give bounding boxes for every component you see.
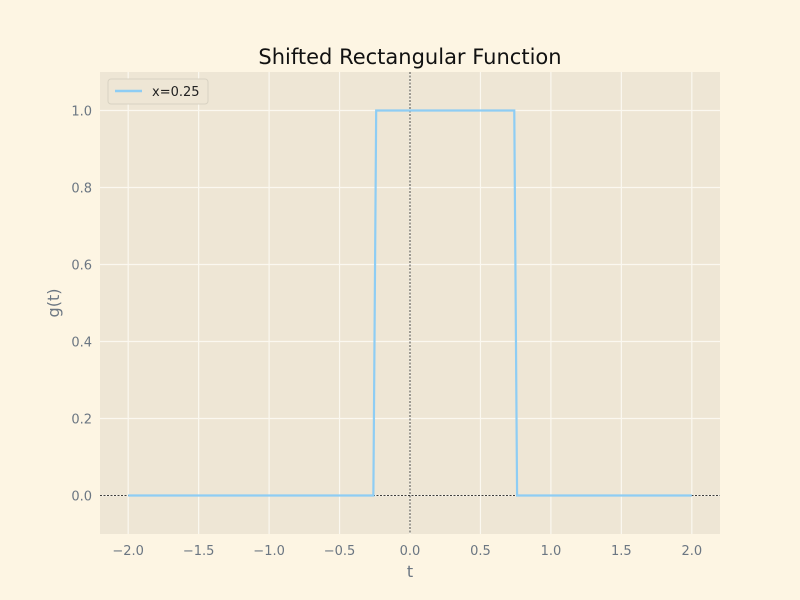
y-tick-label: 0.8: [71, 182, 92, 197]
x-tick-label: −1.5: [183, 544, 215, 559]
x-axis-label: t: [407, 562, 413, 581]
x-tick-label: −1.0: [253, 544, 285, 559]
legend-box: [107, 78, 209, 105]
y-axis-label: g(t): [44, 289, 63, 318]
x-tick-label: 1.5: [611, 544, 632, 559]
x-tick-label: −0.5: [324, 544, 356, 559]
x-tick-label: 0.0: [400, 544, 421, 559]
chart-title: Shifted Rectangular Function: [258, 45, 561, 69]
y-tick-label: 0.6: [71, 259, 92, 274]
x-tick-label: 0.5: [470, 544, 491, 559]
y-tick-labels: 0.0 0.2 0.4 0.6 0.8 1.0: [71, 105, 92, 505]
x-tick-label: −2.0: [112, 544, 144, 559]
x-tick-labels: −2.0 −1.5 −1.0 −0.5 0.0 0.5 1.0 1.5 2.0: [112, 544, 702, 559]
y-tick-label: 0.2: [71, 413, 92, 428]
series-line: [128, 109, 692, 497]
x-tick-label: 2.0: [681, 544, 702, 559]
y-tick-label: 0.0: [71, 490, 92, 505]
y-tick-label: 0.4: [71, 336, 92, 351]
series-layer: [128, 109, 692, 497]
y-tick-label: 1.0: [71, 105, 92, 120]
legend-label: x=0.25: [152, 85, 200, 100]
x-tick-label: 1.0: [541, 544, 562, 559]
legend: x=0.25: [107, 78, 209, 105]
